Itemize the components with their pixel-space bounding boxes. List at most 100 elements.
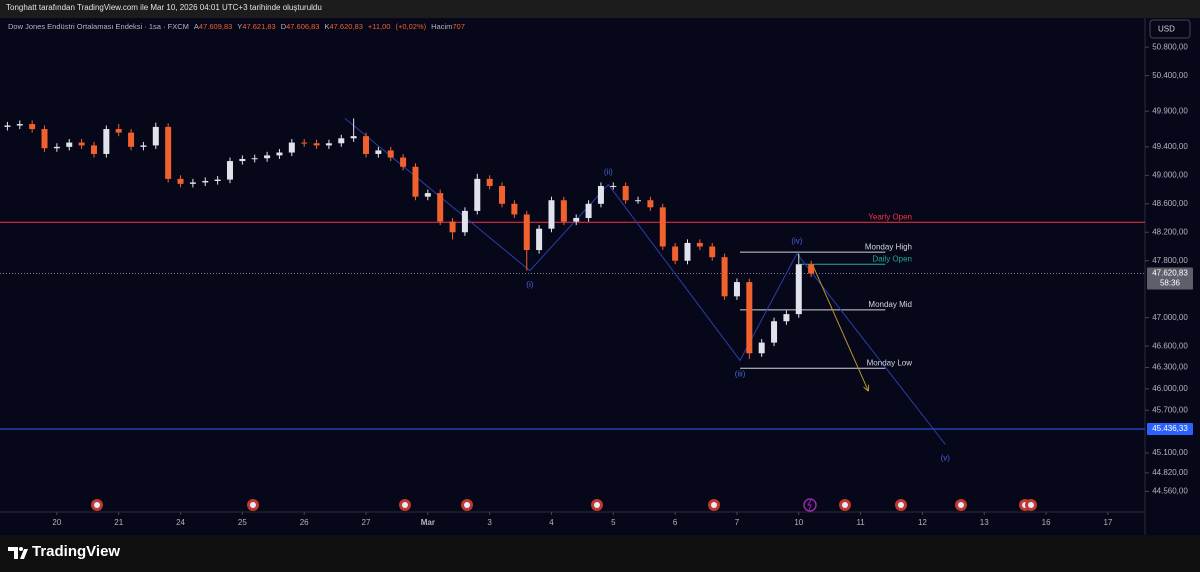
candle-body xyxy=(721,257,728,297)
y-tick-label: 48.200,00 xyxy=(1152,227,1188,236)
candle-body xyxy=(189,182,196,184)
candle-body xyxy=(152,126,159,146)
wave-label: (ii) xyxy=(604,168,613,177)
y-tick-label: 50.400,00 xyxy=(1152,71,1188,80)
y-tick-label: 44.560,00 xyxy=(1152,486,1188,495)
x-tick-label: 4 xyxy=(549,518,554,527)
y-tick-label: 49.900,00 xyxy=(1152,106,1188,115)
x-tick-label: 16 xyxy=(1042,518,1051,527)
candle-body xyxy=(288,142,295,153)
ohlc-item: A47.609,83 xyxy=(194,22,232,31)
ohlc-key: D xyxy=(280,22,287,31)
candle-body xyxy=(387,150,394,158)
candle-body xyxy=(622,185,629,201)
candle-body xyxy=(29,124,36,130)
candle-body xyxy=(251,158,258,160)
candle-body xyxy=(486,178,493,186)
candle-body xyxy=(536,228,543,251)
currency: USD xyxy=(1158,25,1175,34)
candle-body xyxy=(128,132,135,147)
candle-body xyxy=(424,193,431,197)
candle-body xyxy=(78,142,85,146)
price-label: 47.620,83 xyxy=(1152,269,1188,278)
event-icons xyxy=(91,498,1037,512)
candle-body xyxy=(659,207,666,247)
candle-body xyxy=(684,242,691,261)
y-tick-label: 47.000,00 xyxy=(1152,313,1188,322)
candle-body xyxy=(338,138,345,144)
price-label: 45.436,33 xyxy=(1152,424,1188,433)
currency-button[interactable] xyxy=(1149,19,1191,39)
y-tick-label: 45.100,00 xyxy=(1152,448,1188,457)
ohlc-item: D47.606,83 xyxy=(281,22,320,31)
candle-body xyxy=(672,246,679,261)
ohlc-value: 47.621,83 xyxy=(242,22,276,31)
candle-body xyxy=(140,145,147,147)
y-tick-label: 48.600,00 xyxy=(1152,199,1188,208)
x-tick-label: 25 xyxy=(238,518,247,527)
x-tick-label: 13 xyxy=(980,518,989,527)
volume-value: 707 xyxy=(452,22,465,31)
y-tick-label: 45.700,00 xyxy=(1152,405,1188,414)
candle-body xyxy=(610,185,617,187)
candle-body xyxy=(276,152,283,156)
top-bar xyxy=(0,0,1200,18)
y-tick-label: 46.600,00 xyxy=(1152,341,1188,350)
brand: TradingView xyxy=(32,543,121,560)
candle-body xyxy=(350,136,357,139)
y-tick-label: 50.800,00 xyxy=(1152,42,1188,51)
wave-label: (iv) xyxy=(791,237,802,246)
candle-body xyxy=(647,200,654,208)
x-tick-label: 17 xyxy=(1103,518,1112,527)
y-tick-label: 47.800,00 xyxy=(1152,256,1188,265)
candle-body xyxy=(709,246,716,258)
change: +11,00 xyxy=(367,22,391,31)
candle-body xyxy=(783,314,790,322)
y-tick-label: 49.400,00 xyxy=(1152,142,1188,151)
candle-body xyxy=(214,179,221,182)
candle-body xyxy=(474,178,481,211)
level-label: Monday Low xyxy=(867,358,913,367)
candle-body xyxy=(635,200,642,202)
candle-body xyxy=(597,185,604,204)
ohlc-key: Y xyxy=(237,22,243,31)
x-tick-label: 26 xyxy=(300,518,309,527)
volume: Hacim707 xyxy=(431,22,465,31)
x-tick-label: 12 xyxy=(918,518,927,527)
candle-body xyxy=(66,142,73,147)
x-tick-label: 5 xyxy=(611,518,616,527)
price-label-box xyxy=(1147,422,1193,435)
candle-body xyxy=(585,203,592,219)
candle-body xyxy=(301,142,308,144)
level-label: Monday High xyxy=(865,242,912,251)
price-countdown: 58:36 xyxy=(1160,279,1181,288)
price-label-box xyxy=(1147,267,1193,290)
candle-body xyxy=(758,342,765,354)
candle-body xyxy=(573,218,580,222)
x-tick-label: 10 xyxy=(794,518,803,527)
candle-body xyxy=(696,242,703,247)
x-tick-label: 24 xyxy=(176,518,185,527)
candle-body xyxy=(90,145,97,154)
ohlc-value: 47.609,83 xyxy=(198,22,233,31)
candle-body xyxy=(325,143,332,146)
candle-body xyxy=(437,193,444,222)
candle-body xyxy=(375,150,382,154)
candle-body xyxy=(461,210,468,233)
x-tick-label: Mar xyxy=(421,518,435,527)
candle-body xyxy=(511,203,518,215)
x-tick-label: 7 xyxy=(735,518,740,527)
plot-area xyxy=(0,18,1145,512)
candle-body xyxy=(400,157,407,167)
plot xyxy=(0,117,1145,445)
symbol-title: Dow Jones Endüstri Ortalaması Endeksi · … xyxy=(8,22,189,31)
candle-body xyxy=(4,125,11,127)
symbol-legend: Dow Jones Endüstri Ortalaması Endeksi · … xyxy=(8,22,465,31)
candle-body xyxy=(226,161,233,180)
time-axis xyxy=(0,512,1145,535)
candle-body xyxy=(499,185,506,204)
candle-body xyxy=(795,264,802,315)
level-label: Yearly Open xyxy=(868,212,912,221)
